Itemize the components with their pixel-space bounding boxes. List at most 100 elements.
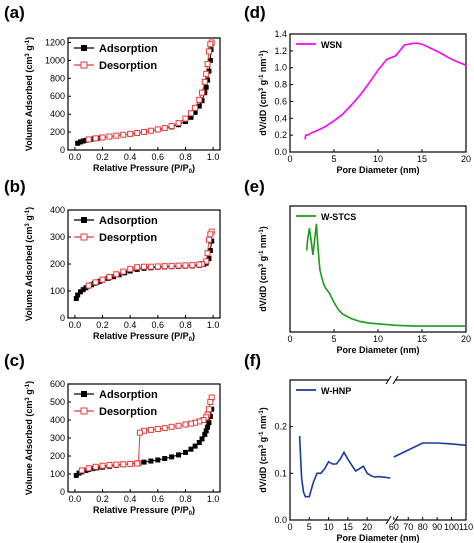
y-tick-label: 400 bbox=[50, 205, 65, 215]
x-tick-label: 20 bbox=[362, 522, 372, 532]
x-tick-label: 0.4 bbox=[124, 494, 137, 504]
x-tick-label: 0.4 bbox=[124, 320, 137, 330]
y-tick-label: 0.8 bbox=[274, 80, 287, 90]
legend-marker bbox=[81, 391, 87, 397]
axis-break-gap bbox=[389, 376, 396, 384]
data-point bbox=[182, 449, 188, 455]
y-tick-label: 200 bbox=[50, 451, 65, 461]
data-point bbox=[147, 127, 154, 134]
x-tick-label: 0.2 bbox=[96, 494, 109, 504]
data-point bbox=[202, 431, 208, 437]
x-tick-label: 0.8 bbox=[179, 494, 192, 504]
data-point bbox=[205, 48, 212, 55]
data-point bbox=[201, 78, 208, 85]
legend-label: Adsorption bbox=[99, 215, 158, 227]
x-tick-label: 0 bbox=[287, 334, 292, 344]
x-tick-label: 0.2 bbox=[96, 152, 109, 162]
data-point bbox=[199, 436, 205, 442]
legend: Adsorption Desorption bbox=[74, 43, 158, 72]
y-tick-label: 600 bbox=[50, 91, 65, 101]
x-tick-label: 0.8 bbox=[179, 152, 192, 162]
x-tick-label: 0 bbox=[287, 154, 292, 164]
legend: W-STCS bbox=[296, 212, 356, 222]
data-point bbox=[106, 133, 113, 140]
x-tick-label: 100 bbox=[444, 522, 459, 532]
data-point bbox=[187, 110, 194, 117]
data-point bbox=[176, 452, 182, 458]
data-point bbox=[205, 424, 211, 430]
panel-label: (c) bbox=[4, 351, 25, 370]
legend-label: Desorption bbox=[99, 232, 157, 244]
axis-break-gap bbox=[389, 516, 396, 524]
data-point bbox=[147, 263, 154, 270]
series-line bbox=[77, 43, 213, 144]
y-tick-label: 500 bbox=[50, 397, 65, 407]
x-tick-label: 10 bbox=[373, 334, 383, 344]
legend-label: Adsorption bbox=[99, 389, 158, 401]
data-point bbox=[168, 262, 175, 269]
data-point bbox=[206, 420, 212, 426]
y-tick-label: 0.4 bbox=[274, 113, 287, 123]
data-point bbox=[188, 446, 194, 452]
x-axis-label: Relative Pressure (P/P0) bbox=[93, 331, 195, 343]
y-axis-label: dV/dD (cm3 g-1 nm-1) bbox=[258, 226, 268, 312]
panel-d: 0 5 10 15 20 0.0 0.2 0.4 0.6 0.8 1.0 1.2 1.4 Pore Dia… bbox=[244, 3, 471, 175]
y-tick-label: 800 bbox=[50, 73, 65, 83]
legend: Adsorption Desorption bbox=[74, 389, 158, 418]
data-point bbox=[169, 454, 175, 460]
data-point bbox=[182, 115, 189, 122]
y-tick-label: 0.0 bbox=[274, 147, 287, 157]
data-point bbox=[196, 440, 202, 445]
data-point bbox=[78, 467, 85, 474]
y-tick-label: 0.1 bbox=[274, 468, 287, 478]
y-tick-label: 0.2 bbox=[274, 422, 287, 432]
panel-label: (b) bbox=[4, 177, 26, 196]
x-tick-label: 20 bbox=[461, 334, 471, 344]
y-axis-label: Volume Adsorbed (cm3 g-1) bbox=[24, 37, 34, 151]
data-point bbox=[73, 472, 79, 478]
x-axis-label: Pore Diameter (nm) bbox=[336, 165, 419, 175]
data-point bbox=[134, 129, 141, 136]
x-tick-label: 0.6 bbox=[152, 494, 165, 504]
data-point bbox=[141, 128, 147, 135]
panel-e: 0 5 10 15 20 Pore Diameter (nm) dV/dD (cm3 g-1… bbox=[244, 177, 471, 355]
y-tick-label: 0 bbox=[60, 313, 65, 323]
x-tick-label: 1.0 bbox=[207, 320, 220, 330]
data-point bbox=[141, 459, 147, 465]
y-tick-label: 400 bbox=[50, 109, 65, 119]
data-point bbox=[204, 250, 211, 257]
data-point bbox=[154, 126, 161, 133]
x-tick-label: 110 bbox=[459, 522, 473, 532]
data-point bbox=[113, 461, 120, 468]
x-tick-label: 5 bbox=[307, 522, 312, 532]
data-point bbox=[77, 289, 83, 295]
data-point bbox=[192, 104, 199, 111]
data-point bbox=[141, 263, 147, 270]
data-point bbox=[207, 57, 213, 63]
x-tick-label: 0.2 bbox=[96, 320, 109, 330]
data-point bbox=[203, 428, 209, 434]
data-point bbox=[80, 138, 86, 144]
data-point bbox=[196, 103, 202, 109]
axis-break-mark bbox=[392, 515, 399, 525]
y-tick-label: 0.0 bbox=[274, 515, 287, 525]
data-point bbox=[168, 423, 175, 430]
legend-marker bbox=[81, 45, 87, 51]
series-w-hnp bbox=[298, 435, 467, 498]
data-point bbox=[154, 263, 161, 270]
x-tick-label: 10 bbox=[324, 522, 334, 532]
data-point bbox=[99, 462, 106, 469]
data-point bbox=[175, 120, 182, 127]
series-line bbox=[298, 435, 467, 498]
y-tick-label: 300 bbox=[50, 232, 65, 242]
panel-label: (e) bbox=[244, 177, 265, 196]
x-tick-label: 1.0 bbox=[207, 494, 220, 504]
data-point bbox=[192, 443, 198, 449]
x-tick-label: 15 bbox=[417, 334, 427, 344]
y-tick-label: 0.6 bbox=[274, 96, 287, 106]
x-tick-label: 0.6 bbox=[152, 152, 165, 162]
data-point bbox=[203, 70, 210, 77]
x-axis-label: Relative Pressure (P/P0) bbox=[93, 505, 195, 517]
data-point bbox=[73, 296, 79, 302]
